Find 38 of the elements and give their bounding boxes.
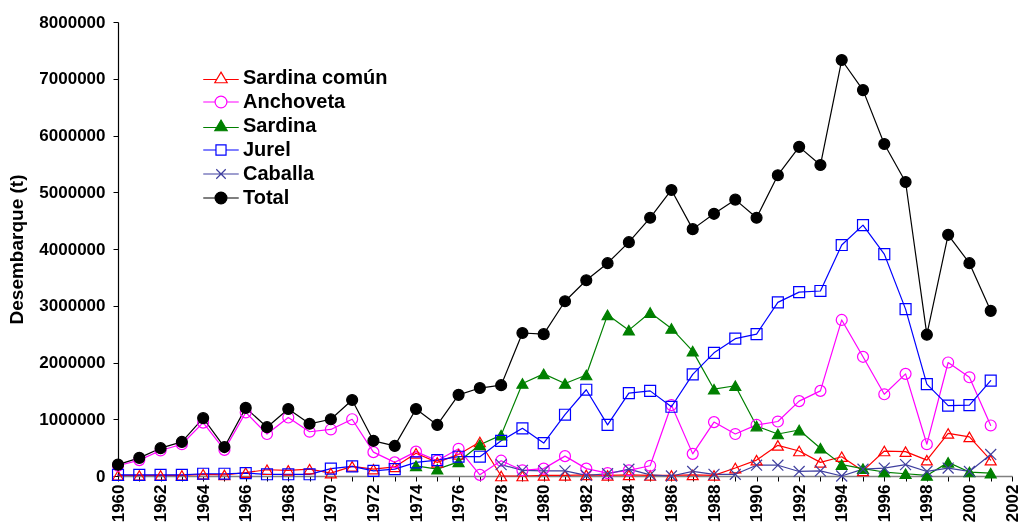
x-tick-label: 1974 bbox=[406, 483, 426, 523]
x-tick-label: 1998 bbox=[917, 484, 937, 523]
x-tick-label: 1966 bbox=[236, 484, 256, 523]
y-tick-label: 4000000 bbox=[39, 239, 106, 259]
x-tick-label: 1988 bbox=[704, 484, 724, 523]
x-tick-label: 1972 bbox=[363, 484, 383, 523]
x-tick-label: 1984 bbox=[619, 483, 639, 523]
y-tick-label: 0 bbox=[96, 466, 106, 486]
y-tick-label: 7000000 bbox=[39, 69, 106, 89]
legend-label: Sardina bbox=[243, 114, 318, 136]
x-tick-label: 1960 bbox=[108, 484, 128, 523]
legend-label: Caballa bbox=[243, 162, 316, 184]
y-axis-title: Desembarque (t) bbox=[6, 174, 28, 325]
legend-label: Anchoveta bbox=[243, 90, 347, 112]
x-tick-label: 1990 bbox=[747, 484, 767, 523]
y-tick-label: 5000000 bbox=[39, 182, 106, 202]
legend-label: Total bbox=[243, 186, 290, 208]
y-tick-label: 1000000 bbox=[39, 409, 106, 429]
y-tick-label: 2000000 bbox=[39, 353, 106, 372]
x-tick-label: 1970 bbox=[321, 484, 341, 523]
x-tick-label: 1964 bbox=[193, 483, 213, 523]
x-tick-label: 1982 bbox=[576, 484, 596, 523]
x-tick-label: 1994 bbox=[832, 483, 852, 523]
x-tick-label: 1976 bbox=[449, 484, 469, 523]
x-tick-label: 1992 bbox=[789, 484, 809, 523]
x-tick-label: 1996 bbox=[874, 484, 894, 523]
y-tick-label: 8000000 bbox=[39, 12, 106, 32]
x-tick-label: 1978 bbox=[491, 484, 511, 523]
x-tick-label: 2002 bbox=[1002, 484, 1021, 523]
x-tick-label: 1968 bbox=[278, 484, 298, 523]
x-tick-label: 1980 bbox=[534, 484, 554, 523]
x-tick-label: 1986 bbox=[661, 484, 681, 523]
x-tick-label: 1962 bbox=[151, 484, 171, 523]
y-tick-label: 6000000 bbox=[39, 126, 106, 145]
x-tick-label: 2000 bbox=[959, 484, 979, 523]
y-tick-label: 3000000 bbox=[39, 296, 106, 316]
legend-label: Sardina común bbox=[243, 66, 388, 88]
legend-label: Jurel bbox=[243, 138, 291, 160]
